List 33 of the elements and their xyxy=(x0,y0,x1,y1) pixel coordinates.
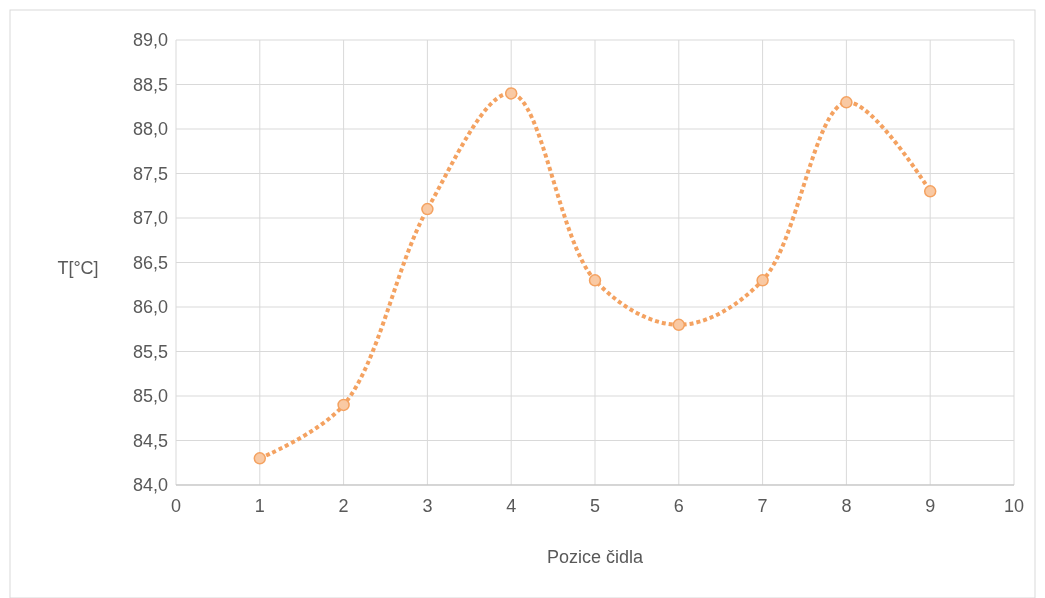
y-tick-label: 86,0 xyxy=(132,297,168,318)
x-tick-label: 9 xyxy=(925,496,936,516)
x-tick-label: 8 xyxy=(841,496,852,516)
point xyxy=(588,274,602,287)
x-tick-label: 1 xyxy=(254,496,265,516)
x-tick-label: 10 xyxy=(1003,496,1025,516)
point xyxy=(337,398,350,412)
y-tick-label: 89,0 xyxy=(132,30,168,51)
y-tick-label: 88,5 xyxy=(132,74,168,95)
point xyxy=(672,318,686,332)
point xyxy=(923,185,937,198)
x-tick-label: 2 xyxy=(338,496,349,516)
x-tick-label: 4 xyxy=(506,496,517,516)
x-tick-label: 5 xyxy=(589,496,601,516)
y-axis-title: T[°C] xyxy=(57,258,99,279)
point xyxy=(253,452,267,465)
y-tick-label: 84,5 xyxy=(132,430,168,451)
x-tick-label: 7 xyxy=(757,496,768,516)
x-tick-label: 0 xyxy=(170,496,182,516)
y-tick-label: 85,0 xyxy=(132,386,168,407)
x-axis-title: Pozice čidla xyxy=(546,547,645,567)
point xyxy=(504,87,518,100)
point xyxy=(840,96,853,109)
y-tick-label: 88,0 xyxy=(132,119,168,140)
point xyxy=(756,274,769,287)
point xyxy=(421,202,434,216)
y-tick-label: 85,5 xyxy=(132,341,168,362)
x-tick-label: 3 xyxy=(422,496,433,516)
x-tick-label: 6 xyxy=(673,496,684,516)
y-tick-label: 87,0 xyxy=(132,208,168,229)
y-tick-label: 86,5 xyxy=(132,252,168,273)
y-tick-label: 84,0 xyxy=(132,475,168,496)
y-tick-label: 87,5 xyxy=(132,163,168,184)
